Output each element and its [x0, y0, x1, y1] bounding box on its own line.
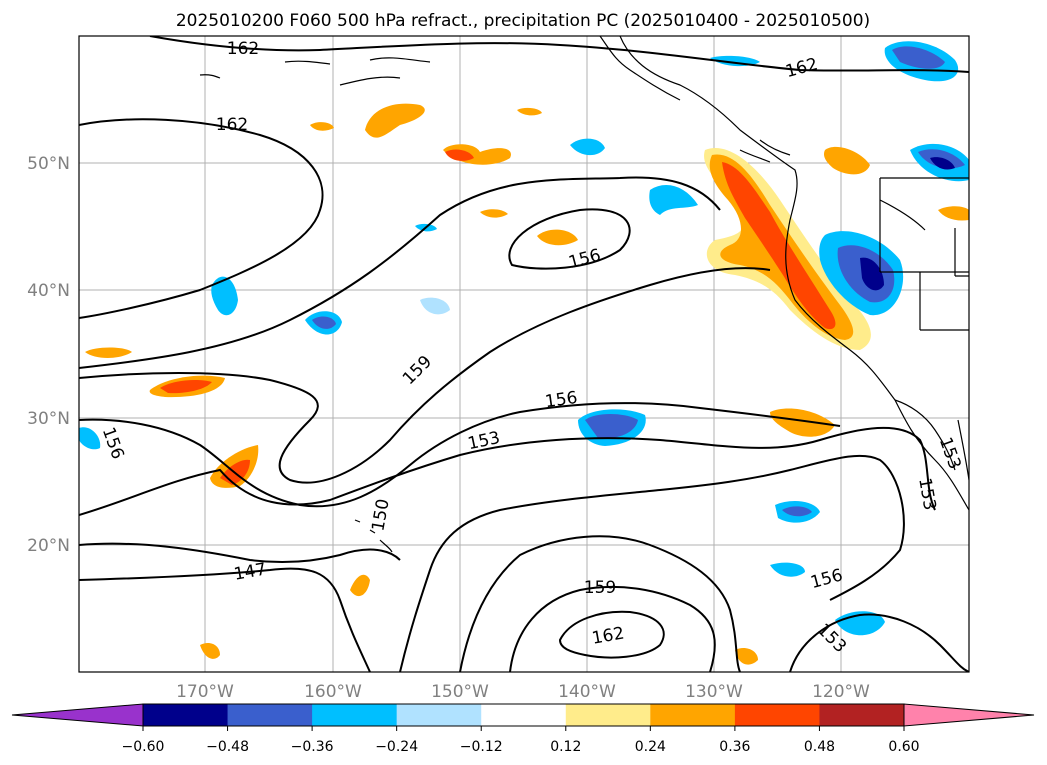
colorbar-tick-label: 0.60 — [888, 739, 919, 755]
lon-tick-label: 140°W — [558, 682, 616, 702]
precip-positive-blob — [350, 574, 370, 597]
colorbar-tick-label: −0.36 — [291, 739, 334, 755]
precip-negative-blob — [585, 414, 638, 439]
precip-negative-blob — [570, 138, 605, 156]
lat-tick-label: 20°N — [27, 536, 70, 556]
colorbar-tick-label: 0.36 — [719, 739, 750, 755]
precip-positive-blob — [517, 107, 542, 116]
precip-negative-blob — [770, 562, 805, 577]
colorbar-tick-label: −0.60 — [122, 739, 165, 755]
lat-tick-label: 30°N — [27, 409, 70, 429]
colorbar-tick-label: −0.48 — [206, 739, 249, 755]
longitude-labels: 170°W 160°W 150°W 140°W 130°W 120°W — [176, 682, 870, 702]
precip-positive-blob — [160, 380, 212, 394]
map-background — [79, 36, 969, 672]
precip-positive-blob — [537, 229, 578, 246]
precip-negative-blob — [930, 157, 955, 170]
colorbar-segment — [819, 704, 905, 726]
colorbar-extend-min — [11, 703, 144, 727]
colorbar-segment — [650, 704, 736, 726]
colorbar-segment — [396, 704, 482, 726]
colorbar-segment — [565, 704, 651, 726]
colorbar: −0.60 −0.48 −0.36 −0.24 −0.12 0.12 0.24 0.36 0.4… — [11, 703, 1035, 755]
lat-tick-label: 50°N — [27, 154, 70, 174]
colorbar-tick-label: −0.24 — [375, 739, 418, 755]
precip-positive-blob — [938, 206, 969, 221]
colorbar-tick-label: −0.12 — [460, 739, 503, 755]
chart-title: 2025010200 F060 500 hPa refract., precip… — [176, 11, 870, 31]
colorbar-extend-max — [903, 703, 1035, 727]
lon-tick-label: 130°W — [685, 682, 743, 702]
lon-tick-label: 120°W — [812, 682, 870, 702]
lon-tick-label: 170°W — [176, 682, 234, 702]
precip-negative-blob — [312, 316, 336, 329]
colorbar-frame — [142, 703, 905, 727]
precip-positive-blob — [735, 648, 758, 665]
contour-label: 162 — [216, 115, 248, 135]
precip-negative-blob — [892, 46, 945, 69]
map-frame — [78, 35, 970, 673]
precip-positive-blob — [365, 103, 425, 138]
contour-label: 162 — [227, 39, 259, 59]
lon-tick-label: 150°W — [431, 682, 489, 702]
colorbar-tick-label: 0.48 — [804, 739, 835, 755]
precip-negative-blob — [420, 297, 450, 315]
precip-negative-blob — [860, 257, 884, 291]
precip-positive-blob — [310, 122, 334, 131]
precip-negative-blob — [79, 427, 101, 450]
lon-tick-label: 160°W — [304, 682, 362, 702]
precip-negative-blob — [649, 185, 698, 215]
colorbar-tick-label: 0.12 — [550, 739, 581, 755]
precip-positive-blob — [770, 408, 835, 437]
contour-label: 156 — [544, 388, 579, 412]
precipitation-shading — [79, 41, 969, 665]
colorbar-segment — [734, 704, 820, 726]
refractivity-contours — [79, 36, 969, 672]
precip-positive-blob — [200, 643, 220, 659]
precip-positive-blob — [445, 149, 474, 161]
precip-negative-blob — [211, 276, 238, 316]
lat-tick-label: 40°N — [27, 281, 70, 301]
precip-positive-blob — [85, 347, 132, 358]
contour-label: 159 — [584, 578, 616, 598]
colorbar-tick-label: 0.24 — [635, 739, 666, 755]
colorbar-segment — [481, 704, 567, 726]
colorbar-segment — [227, 704, 313, 726]
precip-positive-blob — [480, 209, 508, 218]
precip-negative-blob — [782, 506, 812, 517]
colorbar-segment — [143, 704, 229, 726]
precip-positive-blob — [823, 146, 870, 175]
coastlines — [199, 36, 969, 553]
precip-strong-westcoast — [722, 162, 836, 330]
latitude-labels: 50°N 40°N 30°N 20°N — [27, 154, 70, 556]
colorbar-segment — [312, 704, 398, 726]
